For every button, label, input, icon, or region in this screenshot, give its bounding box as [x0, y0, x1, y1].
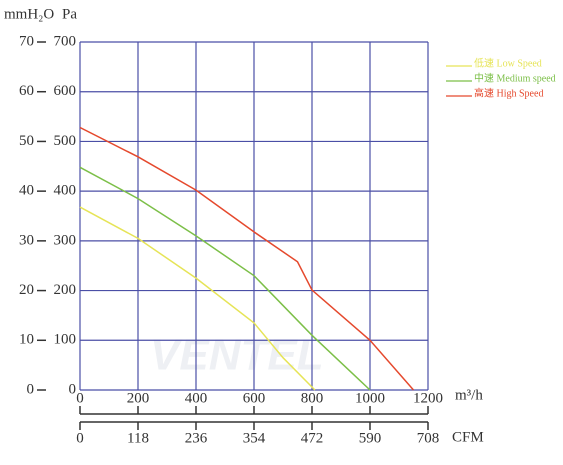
y2-tick-label: 20 — [19, 282, 34, 298]
x2-tick-label: 118 — [127, 430, 149, 446]
x-tick-label: 1200 — [413, 390, 443, 406]
y2-tick-label: 30 — [19, 232, 34, 248]
x2-tick-label: 472 — [301, 430, 324, 446]
y2-tick-label: 10 — [19, 332, 34, 348]
x2-tick-label: 354 — [243, 430, 266, 446]
y2-tick-label: 50 — [19, 133, 34, 149]
x-tick-label: 200 — [127, 390, 150, 406]
x2-tick-label: 590 — [359, 430, 382, 446]
y-tick-label: 300 — [54, 232, 77, 248]
x-tick-label: 0 — [76, 390, 84, 406]
y-tick-label: 200 — [54, 282, 77, 298]
y2-tick-label: 40 — [19, 183, 34, 199]
y2-tick-label: 60 — [19, 83, 34, 99]
y-tick-label: 600 — [54, 83, 77, 99]
legend-label: 高速 High Speed — [474, 86, 543, 99]
y-tick-label: 700 — [54, 33, 77, 49]
x-tick-label: 400 — [185, 390, 208, 406]
x-axis-label: m³/h — [455, 387, 483, 403]
x-tick-label: 800 — [301, 390, 324, 406]
legend-label: 中速 Medium speed — [474, 71, 556, 84]
x2-tick-label: 708 — [417, 430, 440, 446]
y-tick-label: 500 — [54, 133, 77, 149]
y2-tick-label: 70 — [19, 33, 34, 49]
x2-tick-label: 0 — [76, 430, 84, 446]
y2-tick-label: 0 — [27, 381, 35, 397]
y-tick-label: 100 — [54, 332, 77, 348]
x2-tick-label: 236 — [185, 430, 208, 446]
watermark: VENTEL — [150, 331, 324, 380]
x-tick-label: 1000 — [355, 390, 385, 406]
series-line — [79, 206, 316, 391]
series-line — [79, 126, 415, 391]
y-axis-label: Pa — [62, 6, 77, 22]
x-tick-label: 600 — [243, 390, 266, 406]
series-line — [79, 166, 371, 391]
x2-axis-label: CFM — [452, 429, 484, 445]
y-tick-label: 400 — [54, 183, 77, 199]
y2-axis-label: mmH₂O — [4, 6, 54, 22]
legend-label: 低速 Low Speed — [474, 56, 542, 69]
y-tick-label: 0 — [69, 381, 77, 397]
